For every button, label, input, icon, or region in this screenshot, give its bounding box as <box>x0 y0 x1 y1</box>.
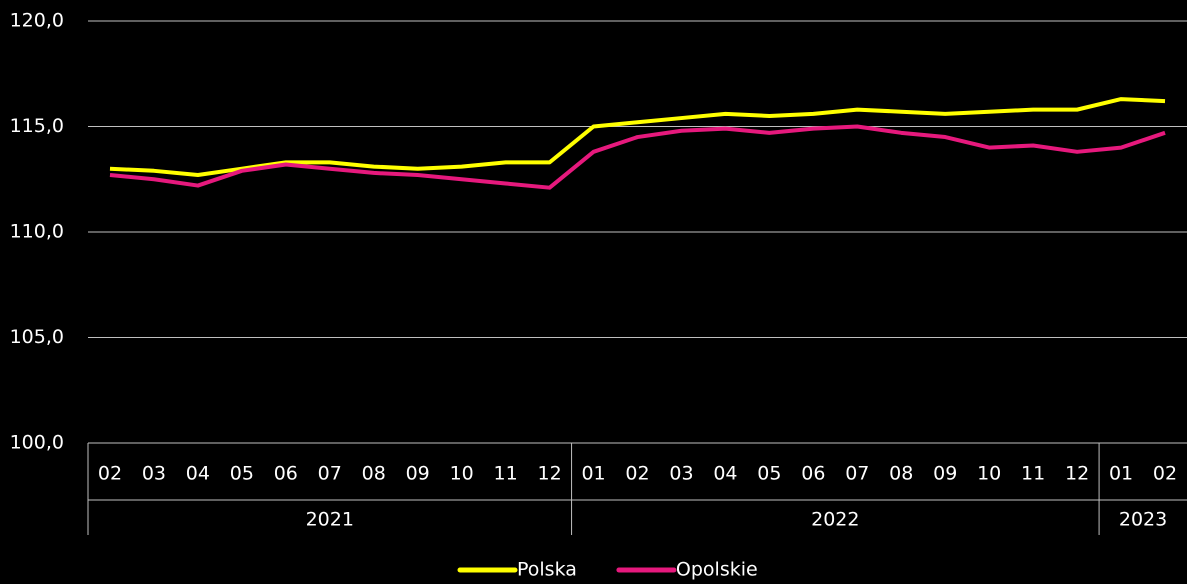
y-tick-label: 115,0 <box>10 115 64 137</box>
y-tick-label: 110,0 <box>10 221 64 243</box>
legend-label: Opolskie <box>676 559 758 581</box>
x-tick-label: 06 <box>274 463 298 485</box>
x-tick-label: 05 <box>230 463 254 485</box>
group-label: 2022 <box>811 509 859 531</box>
x-tick-label: 10 <box>977 463 1001 485</box>
x-tick-label: 10 <box>450 463 474 485</box>
x-tick-label: 07 <box>845 463 869 485</box>
group-label: 2023 <box>1119 509 1167 531</box>
x-tick-label: 08 <box>889 463 913 485</box>
x-tick-label: 02 <box>98 463 122 485</box>
x-tick-label: 11 <box>1021 463 1045 485</box>
x-tick-label: 11 <box>494 463 518 485</box>
x-tick-label: 03 <box>142 463 166 485</box>
x-tick-label: 03 <box>669 463 693 485</box>
x-tick-label: 06 <box>801 463 825 485</box>
x-tick-label: 12 <box>537 463 561 485</box>
x-tick-label: 09 <box>933 463 957 485</box>
group-label: 2021 <box>306 509 354 531</box>
legend-label: Polska <box>517 559 577 581</box>
x-tick-label: 02 <box>625 463 649 485</box>
x-tick-label: 09 <box>406 463 430 485</box>
y-tick-label: 100,0 <box>10 432 64 454</box>
x-tick-label: 02 <box>1153 463 1177 485</box>
x-tick-label: 07 <box>318 463 342 485</box>
y-tick-label: 105,0 <box>10 326 64 348</box>
y-tick-label: 120,0 <box>10 10 64 32</box>
x-tick-label: 04 <box>713 463 737 485</box>
x-tick-label: 04 <box>186 463 210 485</box>
x-tick-label: 05 <box>757 463 781 485</box>
x-tick-label: 08 <box>362 463 386 485</box>
x-tick-label: 01 <box>1109 463 1133 485</box>
x-tick-label: 12 <box>1065 463 1089 485</box>
series-line <box>109 97 1166 178</box>
x-tick-label: 01 <box>581 463 605 485</box>
series-line <box>109 124 1166 190</box>
